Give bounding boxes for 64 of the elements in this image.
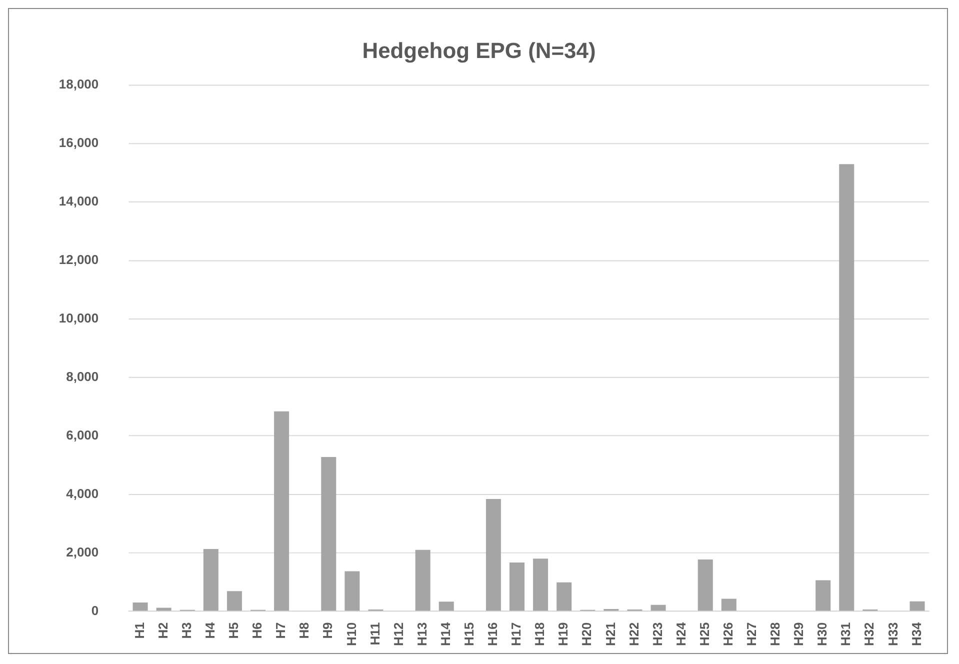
bar	[321, 456, 336, 611]
bar	[509, 562, 525, 611]
x-tick-label: H30	[814, 622, 830, 646]
chart-title: Hedgehog EPG (N=34)	[362, 38, 596, 64]
y-tick-label: 12,000	[58, 252, 99, 268]
x-tick-label: H5	[226, 622, 242, 639]
bar	[438, 602, 454, 611]
y-tick-label: 10,000	[58, 310, 99, 326]
bar	[203, 549, 218, 611]
x-tick-label: H17	[508, 622, 524, 646]
x-tick-label: H26	[720, 622, 736, 646]
x-tick-label: H23	[650, 622, 665, 646]
x-tick-label: H21	[602, 622, 618, 646]
x-tick-label: H15	[461, 622, 476, 646]
x-tick-label: H24	[673, 621, 688, 646]
x-tick-label: H22	[626, 622, 642, 646]
y-tick-label: 0	[91, 602, 99, 618]
x-tick-label: H32	[862, 622, 877, 646]
x-tick-label: H16	[485, 622, 500, 646]
bar	[816, 580, 831, 611]
x-tick-label: H31	[838, 622, 854, 646]
y-tick-label: 2,000	[66, 544, 99, 560]
y-tick-label: 18,000	[58, 76, 99, 92]
y-tick-label: 8,000	[66, 369, 99, 384]
bar	[721, 598, 736, 611]
y-tick-label: 4,000	[66, 486, 99, 501]
x-tick-label: H7	[273, 622, 288, 639]
x-tick-label: H3	[178, 622, 194, 639]
x-tick-label: H10	[344, 622, 359, 646]
x-tick-label: H9	[320, 622, 336, 639]
bar	[556, 582, 572, 611]
x-tick-label: H8	[296, 622, 312, 639]
y-tick-label: 14,000	[58, 194, 99, 209]
x-tick-label: H14	[438, 621, 453, 646]
bar	[650, 604, 666, 611]
bar	[156, 608, 172, 611]
x-tick-label: H34	[908, 621, 924, 646]
bar	[226, 591, 242, 611]
x-tick-label: H33	[885, 622, 900, 646]
bar	[839, 164, 854, 611]
x-tick-label: H4	[202, 621, 218, 639]
bar	[910, 601, 925, 611]
x-tick-label: H12	[390, 622, 406, 646]
bar	[486, 499, 501, 611]
bar	[344, 571, 360, 611]
x-tick-label: H11	[367, 622, 382, 646]
y-tick-label: 6,000	[66, 427, 99, 442]
x-tick-label: H25	[696, 622, 712, 646]
bar	[533, 558, 548, 611]
bar	[132, 602, 148, 611]
x-tick-label: H1	[132, 622, 147, 639]
x-tick-label: H2	[155, 622, 170, 639]
x-tick-label: H6	[250, 622, 265, 639]
x-tick-label: H27	[744, 622, 760, 646]
bar	[415, 550, 430, 611]
x-tick-label: H18	[532, 622, 548, 646]
x-tick-label: H19	[556, 622, 571, 646]
x-tick-label: H29	[791, 622, 806, 646]
x-tick-label: H28	[768, 622, 783, 646]
x-tick-label: H13	[414, 622, 430, 646]
x-tick-label: H20	[579, 622, 594, 646]
bar	[274, 411, 290, 611]
y-tick-label: 16,000	[58, 135, 99, 150]
bar	[698, 560, 713, 611]
